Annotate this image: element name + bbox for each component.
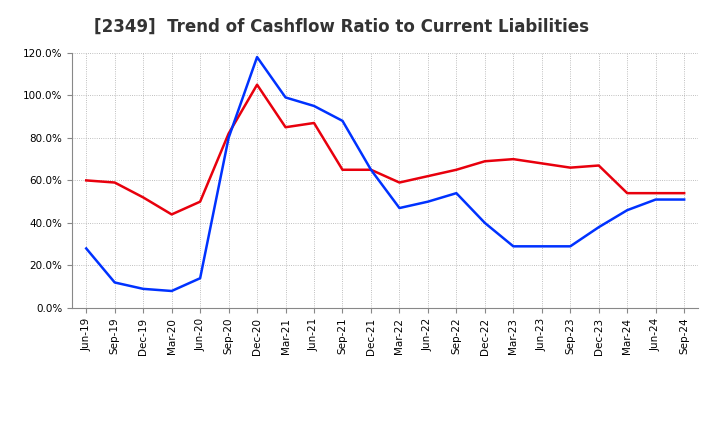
Operating CF to Current Liabilities <box>509 157 518 162</box>
Operating CF to Current Liabilities <box>452 167 461 172</box>
Free CF to Current Liabilities <box>395 205 404 211</box>
Operating CF to Current Liabilities <box>623 191 631 196</box>
Free CF to Current Liabilities <box>509 244 518 249</box>
Free CF to Current Liabilities <box>623 208 631 213</box>
Legend: Operating CF to Current Liabilities, Free CF to Current Liabilities: Operating CF to Current Liabilities, Fre… <box>148 436 623 440</box>
Operating CF to Current Liabilities <box>282 125 290 130</box>
Line: Free CF to Current Liabilities: Free CF to Current Liabilities <box>86 57 684 291</box>
Free CF to Current Liabilities <box>423 199 432 204</box>
Free CF to Current Liabilities <box>595 224 603 230</box>
Free CF to Current Liabilities <box>338 118 347 124</box>
Free CF to Current Liabilities <box>537 244 546 249</box>
Free CF to Current Liabilities <box>366 167 375 172</box>
Operating CF to Current Liabilities <box>167 212 176 217</box>
Line: Operating CF to Current Liabilities: Operating CF to Current Liabilities <box>86 84 684 214</box>
Free CF to Current Liabilities <box>566 244 575 249</box>
Free CF to Current Liabilities <box>452 191 461 196</box>
Operating CF to Current Liabilities <box>652 191 660 196</box>
Free CF to Current Liabilities <box>680 197 688 202</box>
Text: [2349]  Trend of Cashflow Ratio to Current Liabilities: [2349] Trend of Cashflow Ratio to Curren… <box>94 18 589 36</box>
Free CF to Current Liabilities <box>225 135 233 140</box>
Operating CF to Current Liabilities <box>139 195 148 200</box>
Operating CF to Current Liabilities <box>82 178 91 183</box>
Free CF to Current Liabilities <box>196 275 204 281</box>
Operating CF to Current Liabilities <box>366 167 375 172</box>
Operating CF to Current Liabilities <box>225 131 233 136</box>
Operating CF to Current Liabilities <box>196 199 204 204</box>
Operating CF to Current Liabilities <box>537 161 546 166</box>
Operating CF to Current Liabilities <box>395 180 404 185</box>
Operating CF to Current Liabilities <box>480 159 489 164</box>
Free CF to Current Liabilities <box>167 288 176 293</box>
Operating CF to Current Liabilities <box>338 167 347 172</box>
Free CF to Current Liabilities <box>282 95 290 100</box>
Operating CF to Current Liabilities <box>110 180 119 185</box>
Operating CF to Current Liabilities <box>680 191 688 196</box>
Free CF to Current Liabilities <box>110 280 119 285</box>
Operating CF to Current Liabilities <box>595 163 603 168</box>
Free CF to Current Liabilities <box>310 103 318 109</box>
Free CF to Current Liabilities <box>652 197 660 202</box>
Free CF to Current Liabilities <box>139 286 148 291</box>
Operating CF to Current Liabilities <box>310 120 318 126</box>
Free CF to Current Liabilities <box>82 246 91 251</box>
Operating CF to Current Liabilities <box>253 82 261 87</box>
Free CF to Current Liabilities <box>480 220 489 226</box>
Free CF to Current Liabilities <box>253 55 261 60</box>
Operating CF to Current Liabilities <box>566 165 575 170</box>
Operating CF to Current Liabilities <box>423 173 432 179</box>
